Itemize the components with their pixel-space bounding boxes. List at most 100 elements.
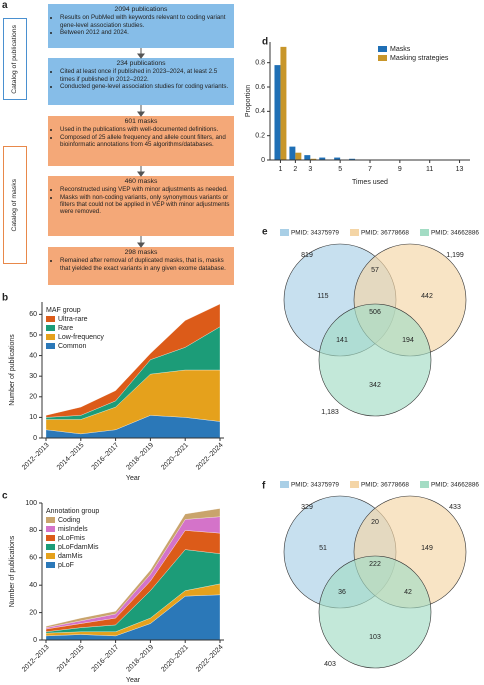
panel-label: c: [2, 491, 8, 502]
legend-swatch: [46, 544, 55, 550]
bar: [349, 158, 356, 160]
y-tick-label: 80: [29, 527, 37, 534]
legend-label: PMID: 34662886: [431, 230, 479, 237]
legend-title: MAF group: [46, 307, 81, 314]
x-axis-label: Year: [126, 677, 141, 684]
flow-box: 2094 publications Results on PubMed with…: [48, 4, 234, 48]
venn-set: [318, 555, 432, 669]
flow-box: 298 masks Remained after removal of dupl…: [48, 247, 234, 285]
panel-label: a: [2, 0, 8, 11]
legend-label: Masking strategies: [390, 55, 449, 62]
x-tick-label: 2014–2015: [56, 442, 86, 472]
box-title: 2094 publications: [114, 6, 168, 13]
box-title: 298 masks: [124, 249, 158, 256]
bar: [334, 157, 341, 160]
x-tick-label: 2022–2024: [195, 442, 225, 472]
region-value: 57: [371, 267, 379, 274]
panel-label: d: [262, 37, 268, 48]
side-label-box: Catalog of publications: [3, 18, 27, 100]
y-tick-label: 60: [29, 311, 37, 318]
x-tick-label: 2012–2013: [21, 442, 51, 472]
legend-label: Rare: [58, 325, 73, 332]
area: [45, 508, 221, 628]
arrow-head: [137, 171, 145, 177]
x-axis-label: Year: [126, 475, 141, 482]
legend-label: damMis: [58, 553, 83, 560]
legend-label: PMID: 34375979: [291, 230, 339, 237]
region-value: 442: [421, 293, 433, 300]
region-value: 42: [404, 589, 412, 596]
y-tick-label: 20: [29, 609, 37, 616]
bar: [280, 46, 287, 160]
box-title: 601 masks: [124, 118, 158, 125]
region-value: 115: [317, 293, 328, 300]
legend-label: Ultra-rare: [58, 316, 88, 323]
panel-label: e: [262, 227, 268, 238]
y-tick-label: 50: [29, 332, 37, 339]
x-tick-label: 2020–2021: [160, 644, 190, 674]
region-value: 51: [319, 545, 327, 552]
arrow-head: [137, 111, 145, 117]
area: [45, 303, 221, 418]
x-tick-label: 2014–2015: [56, 644, 86, 674]
flowchart: a Catalog of publications Catalog of mas…: [0, 0, 240, 290]
x-tick-label: 13: [456, 166, 464, 173]
set-total: 1,183: [321, 409, 339, 416]
set-total: 403: [324, 661, 336, 668]
y-tick-label: 0.4: [255, 108, 265, 115]
legend-title: Annotation group: [46, 508, 99, 515]
legend-swatch: [378, 46, 387, 52]
region-value: 36: [338, 589, 346, 596]
bar: [289, 146, 296, 160]
y-tick-label: 40: [29, 352, 37, 359]
region-value: 141: [336, 337, 348, 344]
legend-swatch: [46, 553, 55, 559]
legend-label: Masks: [390, 46, 411, 53]
legend-swatch: [46, 562, 55, 568]
legend-swatch: [280, 481, 289, 488]
x-tick-label: 5: [338, 166, 342, 173]
y-axis-label: Number of publications: [9, 334, 16, 406]
y-tick-label: 0: [33, 637, 37, 644]
legend-swatch: [46, 343, 55, 349]
panel-label: b: [2, 293, 8, 304]
y-tick-label: 0.8: [255, 60, 265, 67]
box-item: Cited at least once if published in 2023…: [60, 68, 230, 83]
legend-label: Low-frequency: [58, 334, 104, 341]
bar: [319, 157, 326, 160]
legend-label: pLoFdamMis: [58, 544, 99, 551]
x-tick-label: 2016–2017: [91, 644, 121, 674]
bar: [304, 155, 311, 160]
legend-label: misIndels: [58, 526, 88, 533]
flow-box: 234 publications Cited at least once if …: [48, 58, 234, 105]
x-tick-label: 2012–2013: [21, 644, 51, 674]
x-tick-label: 7: [368, 166, 372, 173]
box-item: Remained after removal of duplicated mas…: [60, 257, 230, 272]
region-value: 194: [402, 337, 414, 344]
y-tick-label: 20: [29, 394, 37, 401]
legend-swatch: [46, 535, 55, 541]
y-tick-label: 30: [29, 373, 37, 380]
x-tick-label: 11: [426, 166, 433, 173]
legend-label: pLoFmis: [58, 535, 85, 542]
legend-swatch: [420, 481, 429, 488]
legend-swatch: [420, 229, 429, 236]
panel-label: f: [262, 481, 266, 492]
legend-swatch: [350, 481, 359, 488]
y-tick-label: 60: [29, 555, 37, 562]
legend-swatch: [378, 55, 387, 61]
legend-label: PMID: 36778668: [361, 482, 409, 489]
region-value: 149: [421, 545, 433, 552]
box-item: Masks with non-coding variants, only syn…: [60, 194, 230, 216]
region-value: 20: [371, 519, 379, 526]
region-value: 506: [369, 309, 381, 316]
y-tick-label: 100: [25, 500, 37, 507]
x-tick-label: 1: [278, 166, 282, 173]
flow-box: 601 masks Used in the publications with …: [48, 116, 234, 166]
side-label-box: Catalog of masks: [3, 146, 27, 264]
box-title: 460 masks: [124, 178, 158, 185]
set-total: 1,199: [446, 252, 464, 259]
x-tick-label: 2: [293, 166, 297, 173]
